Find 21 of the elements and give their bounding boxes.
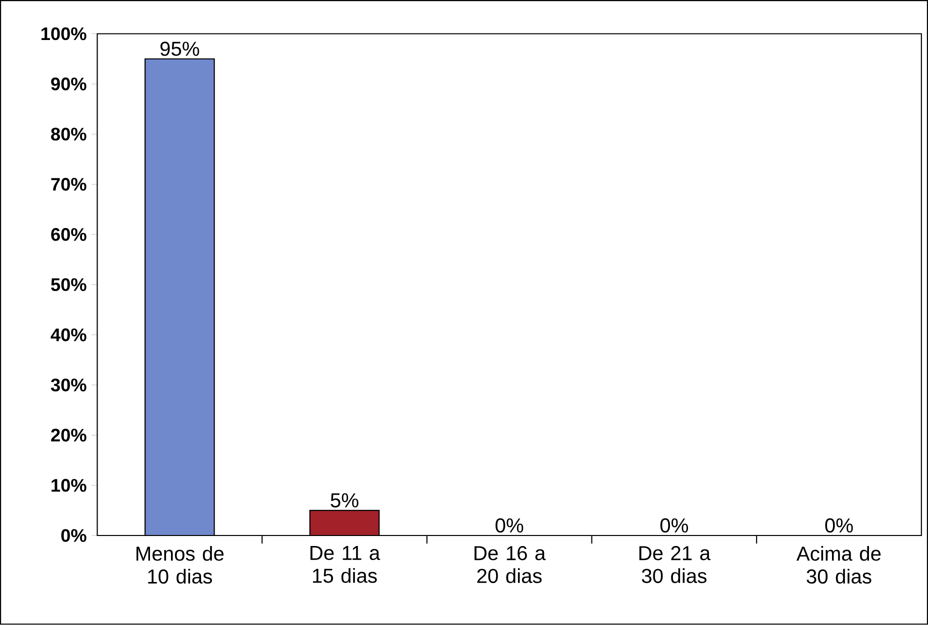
y-tick-label: 40% <box>50 328 86 342</box>
y-tick-label: 0% <box>61 529 86 542</box>
x-tick-label: De 21 a 30 dias <box>639 546 711 584</box>
data-label: 0% <box>496 518 524 533</box>
x-tick-label: De 16 a 20 dias <box>474 546 546 584</box>
data-label: 0% <box>660 518 688 533</box>
data-label: 0% <box>825 518 853 533</box>
y-tick-label: 10% <box>52 479 86 492</box>
y-tick-label: 20% <box>51 428 86 442</box>
y-tick-label: 100% <box>42 27 86 40</box>
y-tick-label: 60% <box>51 228 86 242</box>
data-label: 5% <box>330 493 358 508</box>
x-tick-label: De 11 a 15 dias <box>310 546 380 584</box>
x-tick-label: Acima de 30 dias <box>796 546 881 584</box>
y-tick-label: 50% <box>51 278 86 292</box>
y-tick-label: 90% <box>51 78 86 90</box>
data-label: 95% <box>160 42 200 56</box>
y-tick-label: 80% <box>51 128 86 141</box>
x-tick-label: Menos de 10 dias <box>136 546 224 584</box>
y-tick-label: 70% <box>51 178 86 191</box>
y-tick-label: 30% <box>50 378 86 392</box>
